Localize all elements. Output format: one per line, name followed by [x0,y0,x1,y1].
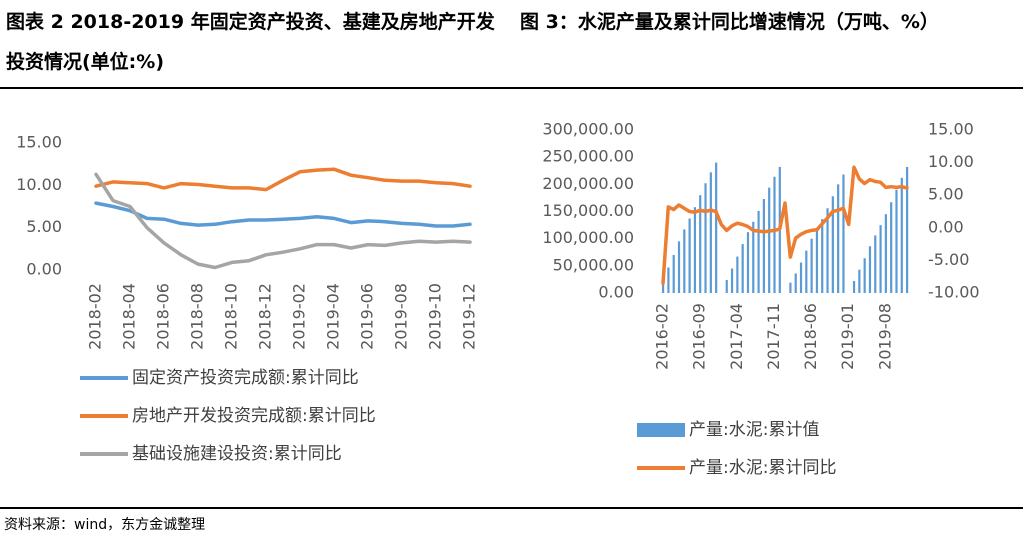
x-tick-label: 2017-11 [764,303,783,370]
y2-tick-label: 15.00 [928,120,974,139]
bar [852,281,856,293]
y2-tick-label: 5.00 [928,185,964,204]
bar [662,278,665,293]
legend-swatch [637,423,685,437]
bar [672,254,675,293]
bar [757,210,760,293]
bar [794,273,797,293]
y2-tick-label: 10.00 [928,152,974,171]
bar [752,221,755,293]
x-tick-label: 2018-08 [188,283,207,350]
bar [884,214,887,293]
bar [704,183,707,293]
x-tick-label: 2019-04 [324,283,343,350]
y2-tick-label: -10.00 [928,283,980,302]
bar [837,184,840,293]
line-series [94,201,472,228]
x-tick-label: 2016-09 [690,303,709,370]
bar [688,218,691,293]
bar [730,268,734,293]
bar [842,174,845,293]
bar [879,225,882,293]
bar [677,241,681,293]
bar [699,195,702,293]
bar [895,189,898,293]
legend-label: 房地产开发投资完成额:累计同比 [132,406,376,426]
x-tick-label: 2019-08 [392,283,411,350]
x-tick-label: 2019-08 [875,303,894,370]
line-series [94,172,472,270]
x-tick-label: 2018-12 [256,283,275,350]
y-tick-label: 150,000.00 [542,201,634,220]
bar [810,238,813,293]
bar [900,177,903,293]
bar [725,279,728,293]
bar [863,258,866,293]
x-tick-label: 2017-04 [727,303,746,370]
y-tick-label: 10.00 [16,175,62,194]
legend-label: 产量:水泥:累计同比 [689,458,836,478]
x-tick-label: 2019-10 [426,283,445,350]
x-tick-label: 2016-02 [653,303,672,370]
x-tick-label: 2018-06 [154,283,173,350]
y-tick-label: 250,000.00 [542,147,634,166]
y-tick-label: 15.00 [16,133,62,152]
x-tick-label: 2018-10 [222,283,241,350]
bar [799,262,803,293]
x-tick-label: 2019-02 [290,283,309,350]
line-series [94,167,472,192]
legend-label: 产量:水泥:累计值 [689,420,819,440]
bar [762,199,765,293]
bar [715,162,718,293]
legend-label: 固定资产投资完成额:累计同比 [132,368,359,388]
bar [693,207,697,293]
bar [906,166,909,293]
bar [890,202,893,293]
bar [868,246,872,293]
source-note: 资料来源：wind，东方金诚整理 [4,517,205,533]
x-tick-label: 2019-12 [460,283,479,350]
x-tick-label: 2018-04 [120,283,139,350]
bar [667,267,670,293]
bar [683,229,686,293]
bar [709,172,712,293]
chart-title: 图 3：水泥产量及累计同比增速情况（万吨、%） [520,11,939,33]
x-tick-label: 2018-06 [801,303,820,370]
bar [874,235,877,293]
bar [741,244,744,293]
x-tick-label: 2019-01 [838,303,857,370]
y2-tick-label: -5.00 [928,250,969,269]
y-tick-label: 0.00 [26,260,62,279]
y-tick-label: 0.00 [598,283,634,302]
bar [826,208,829,293]
bar [805,250,808,293]
y-tick-label: 100,000.00 [542,228,634,247]
legend-label: 基础设施建设投资:累计同比 [132,444,342,464]
bar [815,228,819,293]
bar [821,219,824,293]
x-tick-label: 2019-06 [358,283,377,350]
bar [831,196,834,293]
y-tick-label: 5.00 [26,217,62,236]
x-tick-label: 2018-02 [86,283,105,350]
line-series [661,165,909,285]
bar [789,282,792,293]
bar [768,187,771,293]
y-tick-label: 300,000.00 [542,120,634,139]
y-tick-label: 200,000.00 [542,174,634,193]
y2-tick-label: 0.00 [928,217,964,236]
y-tick-label: 50,000.00 [553,255,634,274]
bar [773,176,776,293]
bar [858,269,861,293]
bar [736,256,739,293]
chart-title: 图表 2 2018-2019 年固定资产投资、基建及房地产开发投资情况(单位:%… [6,11,495,73]
bar [746,232,750,293]
